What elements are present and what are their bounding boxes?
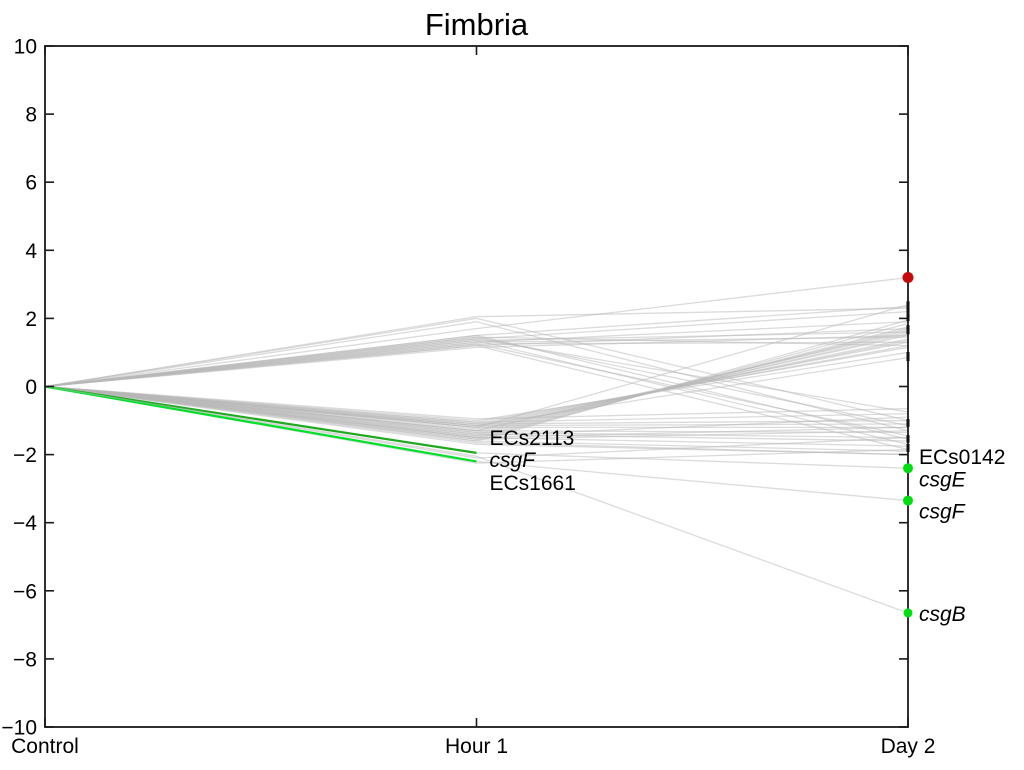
endpoint-dash-marker: [906, 301, 910, 307]
endpoint-dash-marker: [906, 356, 910, 362]
series-line-segment: [476, 333, 909, 434]
series-line-segment: [476, 440, 909, 452]
series-line-segment: [44, 385, 477, 439]
series-line-segment: [476, 321, 909, 432]
y-tick-label: 2: [25, 308, 37, 331]
series-line-segment: [476, 304, 909, 428]
endpoint-dash-marker: [906, 351, 910, 357]
endpoint-dash-marker: [906, 446, 910, 452]
series-line-segment: [476, 334, 909, 440]
gene-label: csgF: [490, 449, 537, 472]
series-line-segment: [476, 430, 909, 440]
green-endpoint-dot: [903, 608, 913, 618]
series-line-segment: [476, 460, 909, 502]
series-line-segment: [476, 327, 909, 347]
series-line-segment: [476, 307, 909, 318]
y-tick-label: 10: [14, 36, 37, 59]
y-tick-label: −2: [13, 444, 37, 467]
series-line-segment: [476, 356, 909, 427]
green-endpoint-dot: [903, 463, 913, 474]
y-tick-label: −10: [1, 717, 37, 740]
series-line-segment: [44, 344, 477, 388]
y-tick-label: −4: [13, 512, 37, 535]
series-line-segment: [476, 322, 909, 440]
series-line-segment: [44, 336, 477, 388]
plot-box: [44, 45, 909, 728]
series-line-segment: [476, 442, 909, 456]
series-line-segment: [476, 336, 909, 343]
endpoint-dash-marker: [906, 443, 910, 449]
series-line-segment: [44, 385, 477, 463]
y-tick-label: −6: [13, 580, 37, 603]
series-line-segment: [476, 276, 909, 330]
series-line-segment: [44, 385, 477, 457]
series-line-segment: [476, 338, 909, 413]
series-line-segment: [476, 336, 909, 347]
endpoint-dash-marker: [906, 308, 910, 314]
endpoint-dash-marker: [906, 329, 910, 335]
series-lines-layer: [44, 276, 909, 614]
endpoint-dash-marker: [906, 313, 910, 319]
series-line-segment: [476, 436, 909, 459]
x-tick-label: Day 2: [881, 735, 936, 758]
y-tick-label: 0: [25, 376, 37, 399]
gene-label: csgB: [919, 603, 966, 626]
series-line-segment: [476, 419, 909, 425]
gene-label: csgF: [919, 500, 966, 523]
series-line-segment: [476, 413, 909, 423]
series-line-segment: [476, 416, 909, 437]
endpoint-dash-marker: [906, 303, 910, 309]
series-line-segment: [476, 326, 909, 439]
series-line-segment: [476, 423, 909, 427]
endpoint-dash-marker: [906, 435, 910, 441]
gene-label: csgE: [919, 469, 967, 492]
series-line-segment: [476, 436, 909, 447]
series-line-segment: [476, 452, 909, 469]
series-line-segment: [476, 345, 909, 425]
gene-label: ECs2113: [490, 427, 575, 450]
chart-title: Fimbria: [425, 7, 529, 42]
endpoint-dash-marker: [906, 419, 910, 425]
series-line-segment: [476, 407, 909, 420]
endpoint-dash-marker: [906, 325, 910, 331]
endpoint-dash-marker: [906, 316, 910, 322]
series-line-segment: [476, 305, 909, 337]
y-tick-label: 4: [25, 240, 37, 263]
y-tick-label: −8: [13, 648, 37, 671]
red-endpoint-dot: [902, 272, 914, 284]
series-line-segment: [476, 455, 909, 614]
y-tick-label: 8: [25, 104, 37, 127]
x-tick-label: Hour 1: [445, 735, 508, 758]
series-line-segment: [44, 385, 477, 444]
endpoint-dash-marker: [906, 437, 910, 443]
series-line-segment: [476, 317, 909, 422]
data-point-markers-layer: [902, 272, 914, 618]
gene-label: ECs0142: [919, 446, 1005, 469]
y-tick-label: 6: [25, 172, 37, 195]
series-line-segment: [476, 426, 909, 439]
endpoint-dash-marker: [906, 421, 910, 427]
x-tick-label: Control: [11, 735, 79, 758]
series-line-segment: [476, 310, 909, 340]
series-line-segment: [44, 327, 477, 388]
gene-label: ECs1661: [490, 472, 576, 495]
series-line-segment: [476, 448, 909, 464]
series-line-segment: [44, 321, 477, 388]
green-endpoint-dot: [903, 495, 913, 506]
